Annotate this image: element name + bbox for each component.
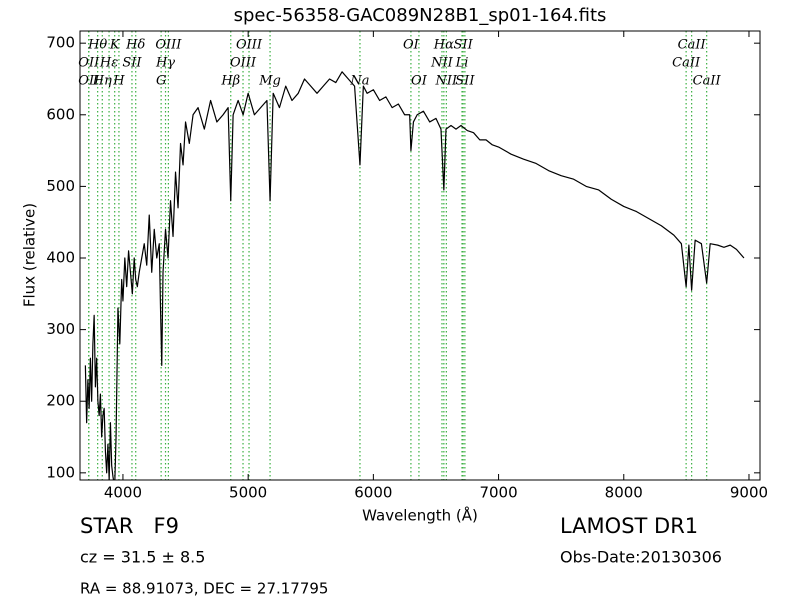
x-tick-label: 6000 bbox=[354, 484, 392, 502]
y-tick-label: 300 bbox=[46, 320, 75, 338]
spectral-line-label: Hε bbox=[99, 56, 118, 71]
x-tick-label: 4000 bbox=[104, 484, 142, 502]
spectral-line-label: OIII bbox=[230, 56, 257, 71]
spectral-line-label: Mg bbox=[258, 74, 281, 89]
plot-area bbox=[84, 31, 745, 480]
x-tick-label: 7000 bbox=[479, 484, 517, 502]
spectral-line-label: Na bbox=[349, 74, 369, 89]
y-tick-label: 200 bbox=[46, 392, 75, 410]
spectral-line-label: CaII bbox=[672, 56, 701, 71]
y-axis-label: Flux (relative) bbox=[21, 203, 39, 307]
spectral-line-label: CaII bbox=[678, 38, 707, 53]
y-tick-label: 500 bbox=[46, 177, 75, 195]
spectral-line-label: SII bbox=[454, 38, 474, 53]
spectral-line-label: OI bbox=[411, 74, 428, 89]
spectral-line-label: G bbox=[156, 74, 166, 89]
spectral-line-label: H bbox=[112, 74, 125, 89]
axes-frame bbox=[79, 30, 761, 481]
spectral-line-label: K bbox=[109, 38, 121, 53]
y-tick-label: 600 bbox=[46, 105, 75, 123]
spectral-line-label: SII bbox=[122, 56, 142, 71]
spectral-line-label: Hγ bbox=[155, 56, 175, 71]
x-tick-label: 9000 bbox=[730, 484, 768, 502]
y-tick-label: 700 bbox=[46, 34, 75, 52]
y-tick-label: 100 bbox=[46, 463, 75, 481]
y-tick-label: 400 bbox=[46, 249, 75, 267]
spectral-line-label: Hη bbox=[92, 74, 112, 89]
spectral-line-label: Hβ bbox=[220, 74, 240, 89]
spectral-line-label: OIII bbox=[236, 38, 263, 53]
x-tick-label: 8000 bbox=[605, 484, 643, 502]
spectral-line-label: Hα bbox=[433, 38, 454, 53]
redshift: cz = 31.5 ± 8.5 bbox=[80, 548, 205, 567]
x-tick-label: 5000 bbox=[229, 484, 267, 502]
survey: LAMOST DR1 bbox=[560, 514, 698, 538]
spectral-line-label: NII bbox=[430, 56, 454, 71]
spectral-line-label: NII bbox=[435, 74, 459, 89]
spectral-line-label: Hδ bbox=[125, 38, 145, 53]
spectral-line-label: OII bbox=[78, 74, 100, 89]
spectral-line-label: CaII bbox=[693, 74, 722, 89]
spectral-line-label: OIII bbox=[155, 38, 182, 53]
coordinates: RA = 88.91073, DEC = 27.17795 bbox=[80, 580, 328, 598]
spectral-line-label: OII bbox=[78, 56, 100, 71]
obs-date: Obs-Date:20130306 bbox=[560, 548, 722, 567]
chart-title: spec-56358-GAC089N28B1_sp01-164.fits bbox=[234, 5, 607, 26]
spectral-line-label: Li bbox=[455, 56, 469, 71]
object-class: STAR F9 bbox=[80, 514, 179, 538]
spectral-line-label: SII bbox=[455, 74, 475, 89]
spectrum-line bbox=[84, 71, 745, 480]
spectral-line-label: OI bbox=[403, 38, 420, 53]
x-axis-label: Wavelength (Å) bbox=[362, 506, 478, 525]
spectral-line-label: Hθ bbox=[87, 38, 107, 53]
